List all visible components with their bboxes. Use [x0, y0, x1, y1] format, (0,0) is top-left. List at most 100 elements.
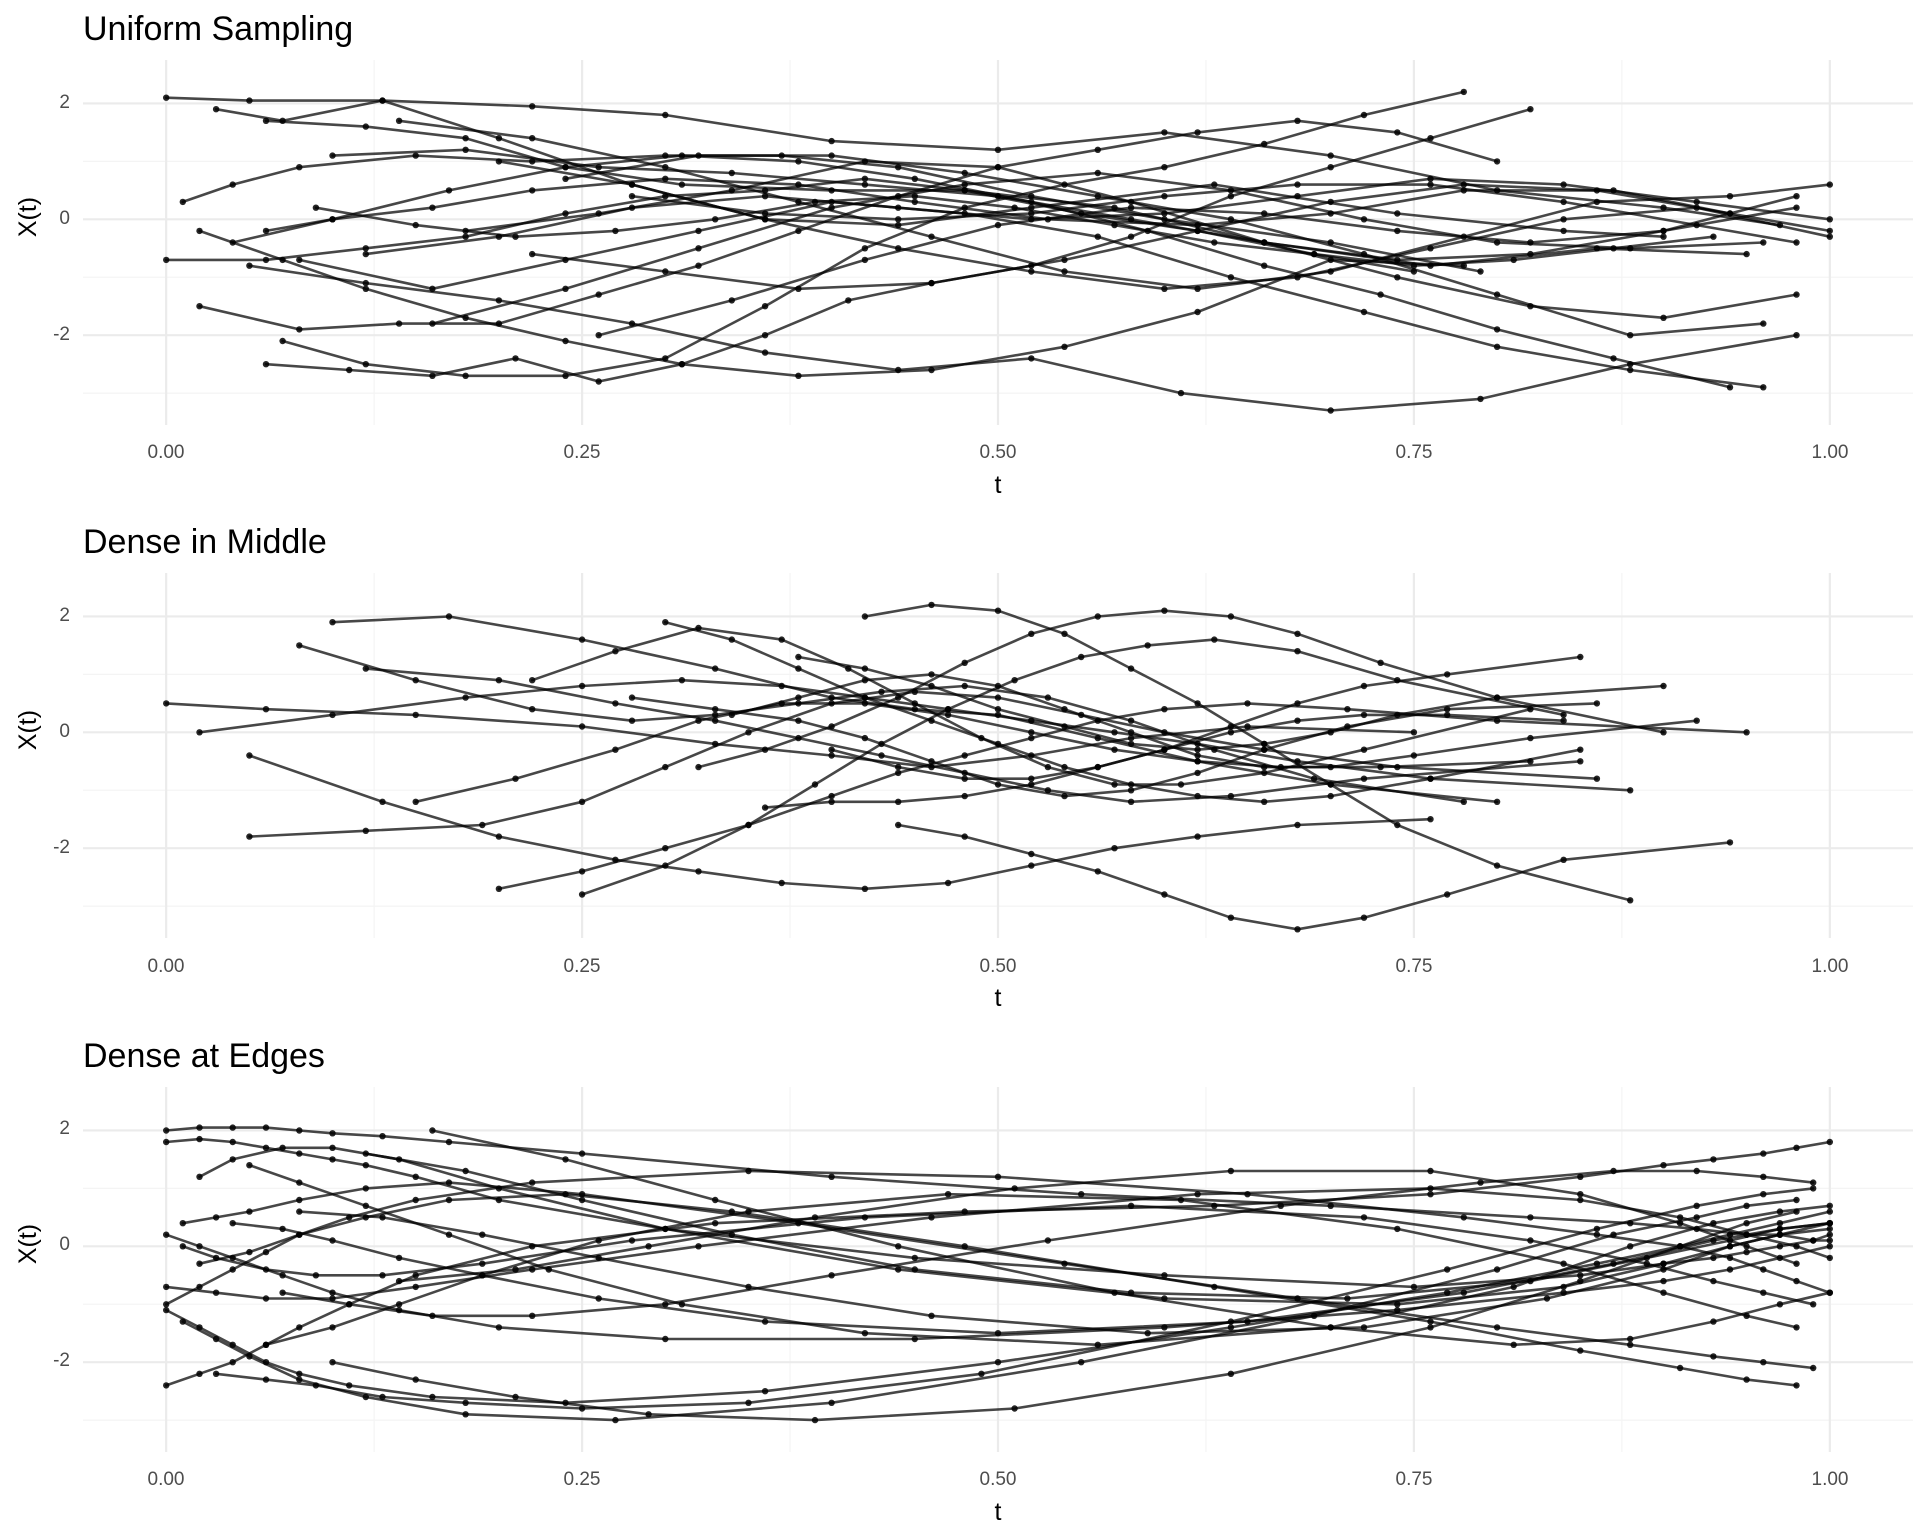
data-point [346, 1301, 353, 1308]
data-point [512, 1266, 519, 1273]
data-point [1710, 1237, 1717, 1244]
data-point [1028, 198, 1035, 206]
data-point [1144, 642, 1151, 649]
x-tick-label: 0.50 [980, 1469, 1017, 1490]
data-point [1826, 1202, 1834, 1210]
series-line [630, 183, 1798, 244]
y-axis-ticks: -2 0 2 [53, 92, 70, 345]
data-point [279, 1225, 286, 1233]
data-point [196, 1173, 203, 1181]
data-point [262, 1124, 270, 1131]
data-point [1810, 1185, 1817, 1192]
data-point [312, 204, 320, 211]
data-point [994, 694, 1002, 701]
series-curve [562, 152, 1767, 339]
data-point [595, 210, 602, 217]
data-point [994, 164, 1002, 171]
data-point [578, 682, 586, 690]
data-point [412, 1196, 419, 1204]
data-point [1094, 193, 1102, 200]
y-tick-label: 2 [59, 1118, 70, 1139]
data-point [895, 366, 902, 374]
y-tick-label: 0 [59, 208, 70, 229]
data-point [712, 1220, 719, 1227]
data-point [1510, 1341, 1517, 1349]
data-point [379, 1214, 386, 1221]
data-point [1011, 1405, 1018, 1412]
data-point [1028, 210, 1035, 217]
data-point [994, 1330, 1002, 1337]
series-line [198, 119, 1499, 331]
data-point [695, 763, 702, 771]
data-point [1394, 256, 1401, 264]
data-point [529, 135, 536, 142]
data-point [1061, 256, 1068, 264]
data-point [429, 1312, 436, 1320]
data-point [196, 1243, 203, 1250]
data-point [1577, 1191, 1584, 1198]
data-point [462, 372, 469, 379]
series-curve [262, 1191, 1800, 1349]
data-point [562, 285, 569, 292]
data-point [229, 1359, 236, 1366]
data-point [562, 372, 569, 379]
series-curve [429, 1127, 1834, 1349]
x-axis-ticks: 0.00 0.25 0.50 0.75 1.00 [148, 956, 1849, 977]
data-point [1577, 1347, 1584, 1354]
data-point [479, 821, 486, 829]
data-point [1493, 291, 1501, 298]
data-point [1760, 384, 1767, 391]
series-curve [828, 653, 1584, 782]
data-point [761, 349, 769, 356]
data-point [1493, 343, 1501, 350]
data-point [1127, 1202, 1135, 1210]
data-point [262, 1376, 270, 1383]
data-point [578, 636, 586, 643]
data-point [246, 833, 253, 840]
data-point [1044, 763, 1052, 771]
data-point [1161, 746, 1168, 753]
data-point [296, 256, 303, 264]
data-point [1593, 700, 1601, 707]
data-point [1693, 1214, 1700, 1221]
data-point [1127, 717, 1135, 724]
data-point [928, 717, 935, 724]
data-point [1261, 239, 1268, 246]
data-point [1826, 227, 1834, 235]
series-curve [296, 642, 1468, 805]
data-point [1360, 111, 1368, 119]
data-point [595, 1295, 602, 1302]
data-point [196, 1135, 203, 1143]
data-point [212, 1370, 220, 1378]
data-point [1211, 636, 1218, 643]
data-point [229, 181, 236, 188]
data-point [1194, 752, 1201, 759]
data-point [262, 1295, 270, 1302]
data-point [1127, 665, 1135, 672]
data-point [395, 117, 403, 125]
data-point [179, 1318, 186, 1325]
series-curve [529, 181, 1834, 292]
data-point [1211, 239, 1218, 246]
data-point [1194, 769, 1201, 777]
data-point [795, 694, 802, 701]
data-point [1227, 274, 1235, 281]
data-point [1743, 1376, 1750, 1383]
series-line [164, 1169, 1832, 1306]
data-point [761, 216, 769, 223]
series-curve [179, 1196, 1800, 1424]
data-point [1127, 740, 1135, 748]
data-point [1660, 729, 1667, 736]
series-curve [628, 694, 1601, 800]
data-point [612, 1416, 619, 1424]
data-point [445, 1179, 453, 1186]
data-point [745, 821, 752, 829]
data-point [495, 677, 503, 684]
series-curve [196, 1144, 1834, 1308]
data-point [1710, 1277, 1717, 1285]
data-point [1294, 926, 1301, 933]
data-point [1627, 245, 1634, 252]
data-point [1793, 239, 1800, 246]
data-point [362, 1150, 369, 1157]
data-point [645, 1243, 652, 1250]
